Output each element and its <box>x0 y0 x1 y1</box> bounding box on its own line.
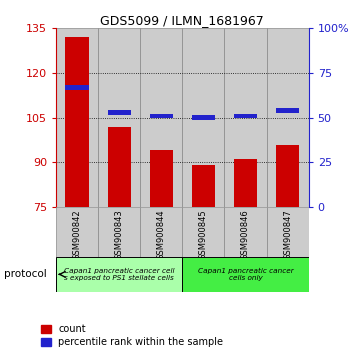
Bar <box>266 207 309 257</box>
Bar <box>108 110 131 115</box>
Bar <box>140 207 182 257</box>
Bar <box>182 257 309 292</box>
Text: GSM900842: GSM900842 <box>73 210 82 260</box>
Bar <box>225 28 266 207</box>
Bar <box>276 144 299 207</box>
Bar <box>192 165 215 207</box>
Text: GSM900846: GSM900846 <box>241 210 250 260</box>
Bar <box>266 28 309 207</box>
Title: GDS5099 / ILMN_1681967: GDS5099 / ILMN_1681967 <box>100 14 264 27</box>
Bar <box>108 127 131 207</box>
Text: GSM900847: GSM900847 <box>283 210 292 260</box>
Text: GSM900843: GSM900843 <box>115 210 123 260</box>
Legend: count, percentile rank within the sample: count, percentile rank within the sample <box>41 325 223 347</box>
Bar <box>225 207 266 257</box>
Bar <box>98 207 140 257</box>
Bar <box>182 28 225 207</box>
Bar <box>56 257 182 292</box>
Bar <box>182 207 225 257</box>
Bar <box>98 28 140 207</box>
Bar <box>192 115 215 120</box>
Bar <box>150 150 173 207</box>
Bar <box>140 28 182 207</box>
Bar <box>234 114 257 118</box>
Bar <box>150 114 173 118</box>
Bar <box>65 85 88 90</box>
Text: GSM900844: GSM900844 <box>157 210 166 260</box>
Bar <box>276 108 299 113</box>
Bar <box>65 37 88 207</box>
Text: Capan1 pancreatic cancer
cells only: Capan1 pancreatic cancer cells only <box>197 268 293 281</box>
Text: Capan1 pancreatic cancer cell
s exposed to PS1 stellate cells: Capan1 pancreatic cancer cell s exposed … <box>64 268 174 281</box>
Bar <box>56 207 98 257</box>
Bar <box>56 28 98 207</box>
Bar <box>234 159 257 207</box>
Text: GSM900845: GSM900845 <box>199 210 208 260</box>
Text: protocol: protocol <box>4 269 46 279</box>
